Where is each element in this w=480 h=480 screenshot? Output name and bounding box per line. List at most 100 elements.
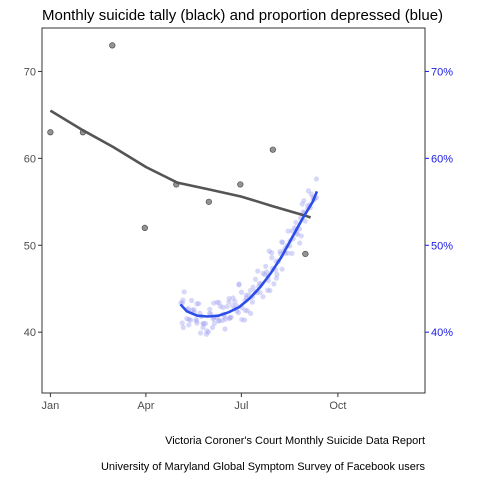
depressed-point	[188, 297, 195, 304]
series-suicide-points	[47, 42, 309, 258]
depressed-point	[236, 282, 242, 288]
depressed-point	[267, 288, 273, 294]
depressed-point	[216, 318, 222, 324]
depressed-point	[265, 287, 271, 293]
depressed-point	[184, 316, 190, 322]
x-axis: Jan Apr Jul Oct	[42, 393, 346, 412]
depressed-point	[204, 328, 210, 334]
depressed-point	[302, 218, 308, 224]
depressed-point	[189, 307, 195, 313]
depressed-point	[200, 321, 207, 327]
suicide-point	[205, 198, 212, 205]
depressed-point	[239, 316, 245, 323]
depressed-point	[200, 324, 206, 331]
depressed-point	[214, 299, 220, 305]
y-left-tick-label: 70	[24, 66, 36, 78]
suicide-point	[47, 129, 54, 136]
suicide-point	[141, 224, 148, 231]
depressed-point	[250, 284, 256, 290]
depressed-point	[191, 306, 197, 313]
depressed-point	[301, 198, 307, 204]
plot-panel	[41, 27, 426, 394]
depressed-point	[289, 250, 295, 256]
depressed-point	[222, 316, 228, 322]
depressed-point	[305, 188, 311, 194]
depressed-point	[285, 228, 291, 234]
depressed-point	[266, 248, 272, 254]
depressed-point	[230, 302, 236, 309]
y-right-tick-label: 50%	[431, 240, 453, 252]
depressed-point	[252, 276, 259, 282]
depressed-point	[269, 255, 275, 261]
depressed-point	[226, 299, 232, 305]
depressed-point	[271, 281, 277, 287]
y-left-tick-label: 60	[24, 153, 36, 165]
depressed-point	[285, 250, 291, 256]
depressed-point	[269, 250, 275, 256]
depressed-point	[280, 239, 286, 246]
depressed-point	[193, 318, 200, 324]
x-tick-label: Apr	[137, 400, 154, 412]
depressed-point	[180, 297, 186, 303]
y-right-tick-label: 60%	[431, 153, 453, 165]
suicide-point	[302, 250, 309, 258]
depressed-point	[244, 308, 251, 314]
depressed-point	[294, 231, 301, 237]
series-suicide-trend	[49, 109, 312, 219]
depressed-point	[247, 287, 253, 294]
depressed-point	[274, 271, 280, 278]
depressed-point	[193, 316, 199, 323]
depressed-point	[298, 233, 304, 239]
depressed-point	[203, 331, 210, 337]
depressed-point	[232, 298, 238, 304]
depressed-point	[186, 316, 192, 323]
depressed-point	[248, 310, 254, 316]
depressed-point	[216, 318, 222, 324]
x-tick-label: Jul	[234, 400, 248, 412]
depressed-point	[180, 324, 186, 331]
x-tick-label: Jan	[42, 400, 60, 412]
depressed-point	[207, 306, 213, 312]
series-depressed-points	[178, 176, 320, 337]
depressed-point	[226, 315, 232, 321]
y-left-tick-label: 40	[24, 327, 36, 339]
depressed-point	[260, 270, 266, 276]
x-tick-label: Oct	[329, 400, 346, 412]
depressed-point	[279, 266, 285, 272]
y-axis-left: 40 50 60 70	[24, 66, 42, 339]
depressed-point	[211, 320, 218, 327]
depressed-point	[241, 317, 248, 323]
depressed-point	[255, 268, 261, 274]
caption-source-2: University of Maryland Global Symptom Su…	[101, 461, 426, 473]
depressed-point	[293, 219, 299, 226]
depressed-point	[273, 275, 280, 281]
y-right-tick-label: 70%	[431, 66, 453, 78]
depressed-point	[228, 314, 234, 320]
depressed-point	[235, 310, 241, 316]
depressed-point	[260, 294, 266, 300]
suicide-point	[109, 42, 116, 49]
depressed-point	[200, 320, 206, 327]
depressed-point	[243, 292, 249, 298]
depressed-point	[222, 326, 228, 332]
depressed-point	[299, 201, 305, 207]
depressed-point	[206, 310, 213, 317]
depressed-point	[264, 269, 270, 275]
y-left-tick-label: 50	[24, 240, 36, 252]
series-depressed-trend	[179, 190, 319, 318]
depressed-point	[205, 329, 211, 335]
depressed-point	[210, 316, 216, 322]
depressed-point	[220, 304, 226, 310]
depressed-point	[257, 289, 263, 296]
depressed-point	[209, 324, 216, 331]
suicide-point	[237, 181, 244, 188]
y-right-tick-label: 40%	[431, 327, 453, 339]
depressed-point	[197, 330, 204, 336]
chart-title: Monthly suicide tally (black) and propor…	[42, 7, 443, 24]
depressed-point	[202, 320, 209, 327]
depressed-point	[227, 315, 233, 321]
depressed-point	[236, 281, 242, 287]
depressed-point	[211, 300, 217, 306]
depressed-point	[216, 299, 222, 306]
